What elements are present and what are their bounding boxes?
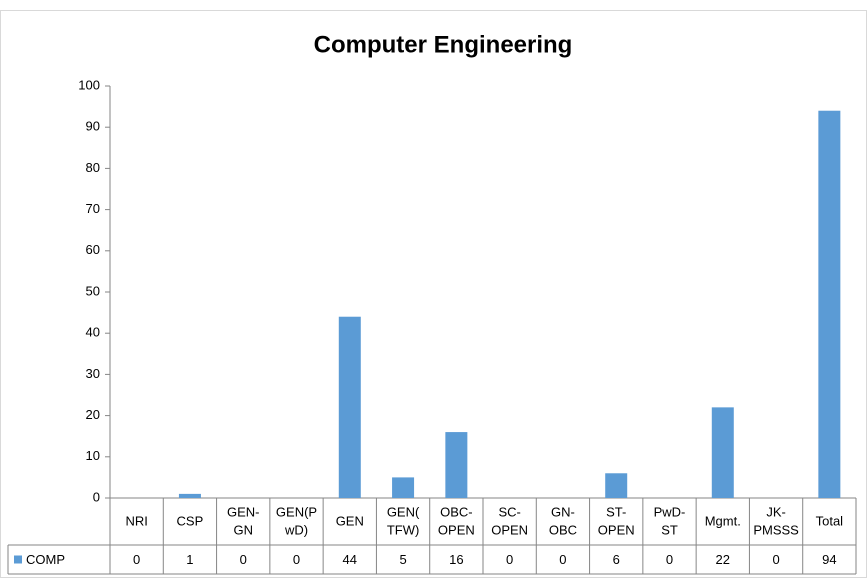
chart-title: Computer Engineering (314, 31, 573, 58)
y-tick-label: 10 (86, 448, 100, 463)
x-tick-label: Total (816, 514, 844, 529)
table-value: 6 (613, 552, 620, 567)
bar (818, 110, 841, 498)
x-tick-label: JK-PMSSS (753, 505, 799, 538)
table-value: 0 (240, 552, 247, 567)
x-tick-label: SC-OPEN (491, 505, 528, 538)
table-value: 0 (772, 552, 779, 567)
x-tick-label: ST-OPEN (598, 505, 635, 538)
x-tick-label: GEN (336, 514, 364, 529)
table-value: 0 (133, 552, 140, 567)
table-value: 94 (822, 552, 836, 567)
y-tick-label: 90 (86, 119, 100, 134)
legend-swatch (14, 555, 22, 564)
x-tick-label: GEN-GN (227, 505, 260, 538)
bar (338, 316, 361, 498)
y-tick-label: 30 (86, 366, 100, 381)
bar (605, 473, 628, 498)
x-tick-label: OBC-OPEN (438, 505, 475, 538)
table-value: 44 (343, 552, 357, 567)
y-tick-label: 40 (86, 325, 100, 340)
y-tick-label: 50 (86, 283, 100, 298)
table-value: 0 (666, 552, 673, 567)
y-tick-label: 80 (86, 160, 100, 175)
bar (178, 493, 201, 498)
y-tick-label: 0 (93, 489, 100, 504)
x-tick-label: GEN(TFW) (387, 505, 420, 538)
table-value: 0 (506, 552, 513, 567)
bar (445, 432, 468, 498)
x-tick-label: PwD-ST (654, 505, 686, 538)
table-value: 0 (559, 552, 566, 567)
table-value: 1 (186, 552, 193, 567)
y-tick-label: 60 (86, 242, 100, 257)
y-tick-label: 70 (86, 201, 100, 216)
x-tick-label: NRI (125, 514, 147, 529)
x-tick-label: GEN(P wD) (276, 505, 317, 538)
chart-frame (0, 10, 867, 578)
legend-label: COMP (26, 552, 65, 567)
y-tick-label: 20 (86, 407, 100, 422)
table-value: 16 (449, 552, 463, 567)
bar (392, 477, 415, 498)
x-tick-label: GN-OBC (549, 505, 577, 538)
table-value: 22 (716, 552, 730, 567)
x-tick-label: CSP (177, 514, 204, 529)
x-tick-label: Mgmt. (705, 514, 741, 529)
table-value: 5 (399, 552, 406, 567)
y-tick-label: 100 (78, 77, 100, 92)
table-value: 0 (293, 552, 300, 567)
bar (711, 407, 734, 498)
